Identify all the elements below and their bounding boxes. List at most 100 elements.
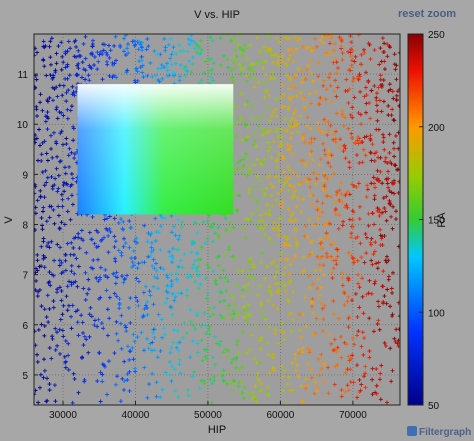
data-point — [45, 244, 50, 249]
data-point — [169, 213, 174, 218]
data-point — [114, 270, 119, 275]
data-point — [355, 333, 360, 338]
data-point — [300, 80, 305, 85]
data-point — [124, 329, 129, 334]
data-point — [332, 89, 337, 94]
data-point — [180, 49, 185, 54]
data-point — [184, 330, 189, 335]
data-point — [113, 259, 118, 264]
plot-frame — [33, 33, 401, 406]
data-point — [392, 336, 397, 341]
data-point — [335, 66, 340, 71]
data-point — [285, 381, 290, 386]
data-point — [271, 109, 276, 114]
data-point — [177, 233, 182, 238]
data-point — [123, 323, 128, 328]
data-point — [284, 73, 289, 78]
data-point — [68, 46, 73, 51]
data-point — [225, 381, 230, 386]
data-point — [59, 288, 64, 293]
data-point — [51, 130, 56, 135]
data-point — [393, 133, 398, 138]
data-point — [203, 323, 208, 328]
data-point — [349, 298, 354, 303]
data-point — [41, 39, 46, 44]
data-point — [369, 88, 374, 93]
data-point — [47, 245, 52, 250]
data-point — [324, 193, 329, 198]
data-point — [375, 168, 380, 173]
data-point — [199, 323, 204, 328]
data-point — [44, 180, 49, 185]
data-point — [360, 140, 365, 145]
data-point — [184, 287, 189, 292]
data-point — [118, 44, 123, 49]
data-point — [244, 46, 249, 51]
data-point — [66, 353, 71, 358]
data-point — [211, 312, 216, 317]
data-point — [376, 299, 381, 304]
data-point — [141, 314, 146, 319]
data-point — [271, 139, 276, 144]
data-point — [286, 207, 291, 212]
data-point — [260, 158, 265, 163]
data-point — [259, 381, 264, 386]
data-point — [301, 312, 306, 317]
data-point — [322, 362, 327, 367]
data-point — [178, 63, 183, 68]
data-point — [163, 370, 168, 375]
data-point — [69, 193, 74, 198]
data-point — [226, 247, 231, 252]
data-point — [231, 308, 236, 313]
data-point — [107, 73, 112, 78]
data-point — [287, 75, 292, 80]
data-point — [248, 219, 253, 224]
reset-zoom-button[interactable]: reset zoom — [398, 8, 457, 20]
data-point — [97, 277, 102, 282]
data-point — [206, 71, 211, 76]
data-point — [55, 343, 60, 348]
data-point — [56, 173, 61, 178]
data-point — [70, 84, 75, 89]
data-point — [261, 65, 266, 70]
data-point — [256, 208, 261, 213]
data-point — [136, 303, 141, 308]
data-point — [39, 244, 44, 249]
data-point — [101, 42, 106, 47]
data-point — [313, 89, 318, 94]
data-point — [232, 54, 237, 59]
data-point — [196, 44, 201, 49]
y-tick-label: 9 — [22, 170, 28, 181]
data-point — [247, 160, 252, 165]
data-point — [245, 56, 250, 61]
data-point — [63, 171, 68, 176]
data-point — [271, 259, 276, 264]
data-point — [392, 154, 397, 159]
data-point — [253, 397, 258, 402]
data-point — [270, 204, 275, 209]
data-point — [362, 135, 367, 140]
y-tick-label: 8 — [22, 221, 28, 232]
data-point — [274, 289, 279, 294]
data-point — [351, 256, 356, 261]
data-point — [350, 79, 355, 84]
data-point — [314, 176, 319, 181]
data-point — [374, 103, 379, 108]
data-point — [332, 41, 337, 46]
data-point — [35, 268, 40, 273]
data-point — [293, 189, 298, 194]
data-point — [283, 35, 288, 40]
data-point — [355, 314, 360, 319]
data-point — [133, 295, 138, 300]
data-point — [337, 213, 342, 218]
data-point — [130, 345, 135, 350]
data-point — [60, 204, 65, 209]
data-point — [100, 52, 105, 57]
data-point — [309, 71, 314, 76]
data-point — [204, 331, 209, 336]
data-point — [381, 135, 386, 140]
data-point — [114, 319, 119, 324]
data-point — [260, 60, 265, 65]
data-point — [273, 174, 278, 179]
data-point — [333, 258, 338, 263]
